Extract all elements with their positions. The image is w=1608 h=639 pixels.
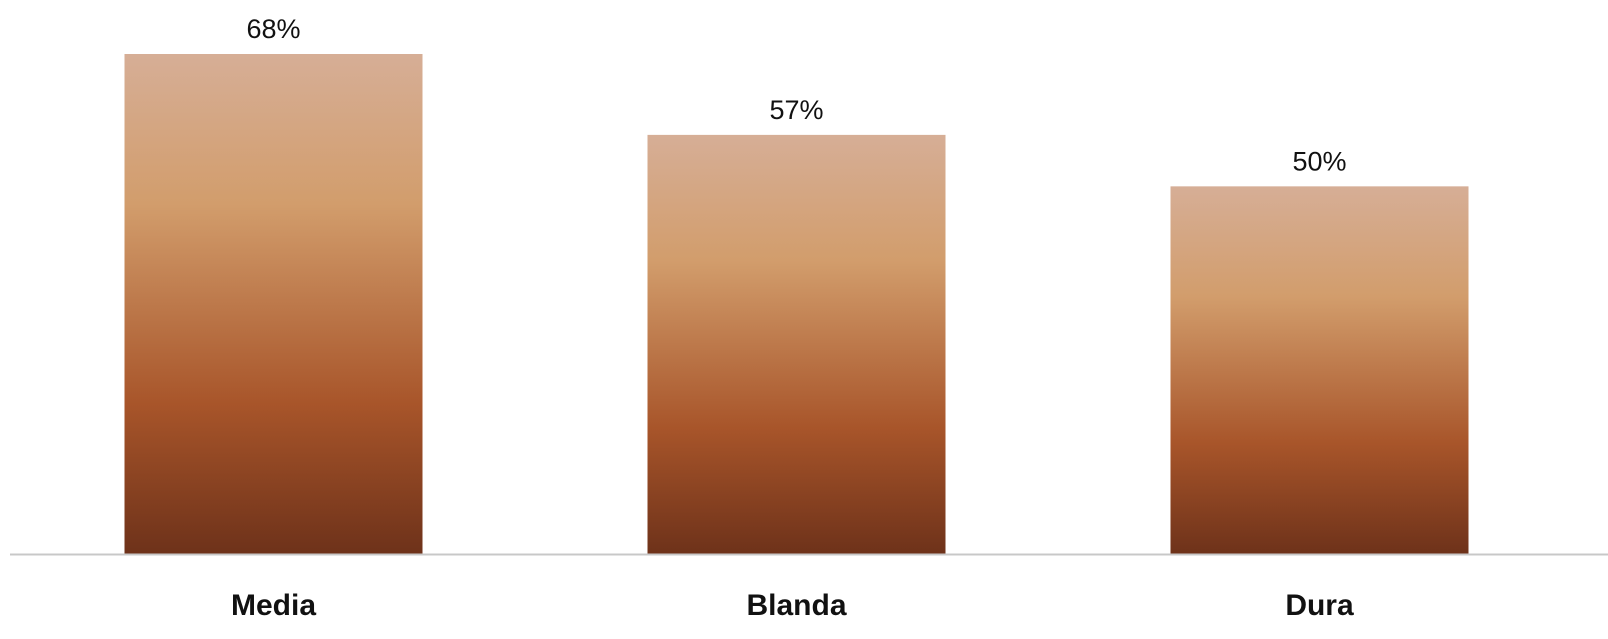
category-label-blanda: Blanda [746,589,846,622]
category-label-dura: Dura [1285,589,1354,622]
data-label-media: 68% [246,14,300,44]
bar-media [124,54,423,554]
category-label-media: Media [231,589,316,622]
labels-layer: 68% Media 57% Blanda 50% Dura [231,14,1354,622]
bar-blanda [647,134,946,554]
data-label-dura: 50% [1292,146,1346,176]
bar-dura [1170,186,1469,554]
bars-layer [124,54,1469,554]
data-label-blanda: 57% [769,95,823,125]
